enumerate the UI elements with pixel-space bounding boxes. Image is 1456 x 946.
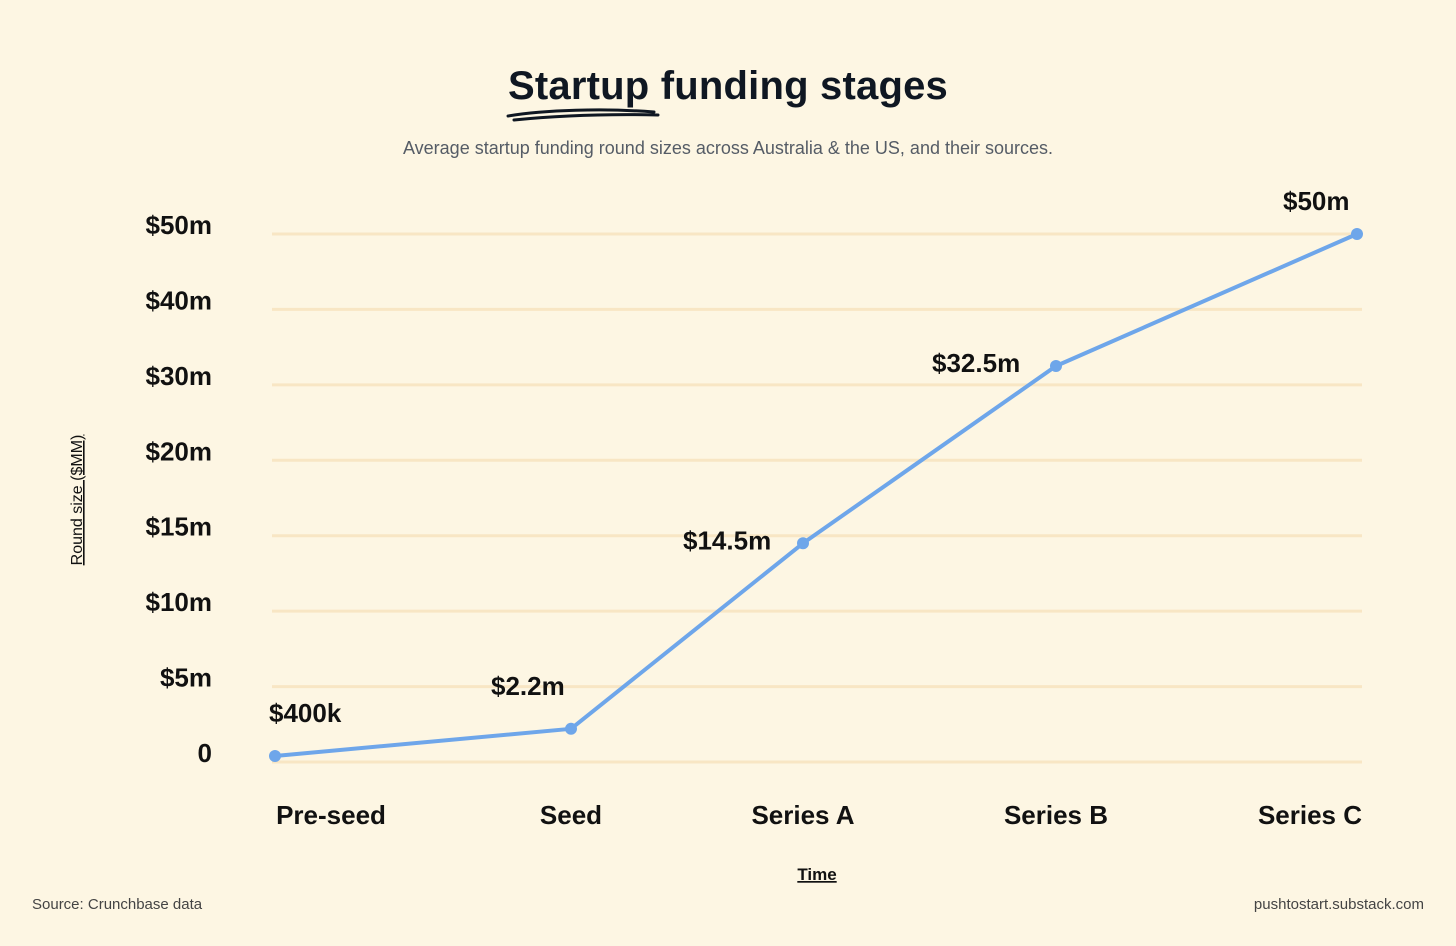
underline-swoosh-icon xyxy=(506,108,660,122)
chart-subtitle: Average startup funding round sizes acro… xyxy=(402,138,1054,158)
title-rest: funding stages xyxy=(649,64,948,108)
data-point xyxy=(565,722,577,735)
x-tick-label: Series B xyxy=(1004,800,1108,830)
data-labels: $400k $2.2m $14.5m $32.5m $50m xyxy=(269,186,1350,728)
x-tick-label: Seed xyxy=(540,800,602,830)
grid-lines xyxy=(272,232,1362,764)
y-tick-label: $15m xyxy=(146,512,213,542)
y-tick-label: $50m xyxy=(146,210,213,240)
y-tick-labels: 0 $5m $10m $15m $20m $30m $40m $50m xyxy=(146,210,213,768)
y-tick-label: 0 xyxy=(198,738,212,768)
title-underlined-word: Startup xyxy=(508,64,650,108)
x-tick-label: Pre-seed xyxy=(276,800,386,830)
data-points xyxy=(269,228,1363,762)
x-tick-labels: Pre-seed Seed Series A Series B Series C xyxy=(276,800,1362,830)
series-line xyxy=(273,232,1359,758)
data-label: $50m xyxy=(1283,186,1350,216)
data-point xyxy=(1050,360,1062,372)
y-tick-label: $5m xyxy=(160,663,212,693)
data-point xyxy=(269,749,281,762)
site-credit: pushtostart.substack.com xyxy=(1253,896,1424,913)
data-point xyxy=(797,537,809,550)
y-axis-label: Round size ($MM) xyxy=(69,435,86,566)
data-point xyxy=(1351,228,1363,240)
series-polyline xyxy=(273,232,1359,758)
y-tick-label: $20m xyxy=(146,436,213,466)
source-note: Source: Crunchbase data xyxy=(32,896,203,913)
y-tick-label: $10m xyxy=(146,587,213,617)
x-axis-label: Time xyxy=(797,865,836,884)
data-label: $14.5m xyxy=(683,525,771,555)
data-label: $2.2m xyxy=(491,671,565,701)
y-tick-label: $40m xyxy=(146,285,213,315)
y-tick-label: $30m xyxy=(146,361,213,391)
x-tick-label: Series C xyxy=(1258,800,1362,830)
chart-title: Startup funding stages xyxy=(506,64,948,122)
data-label: $32.5m xyxy=(932,348,1020,378)
data-label: $400k xyxy=(269,698,342,728)
x-tick-label: Series A xyxy=(751,800,854,830)
